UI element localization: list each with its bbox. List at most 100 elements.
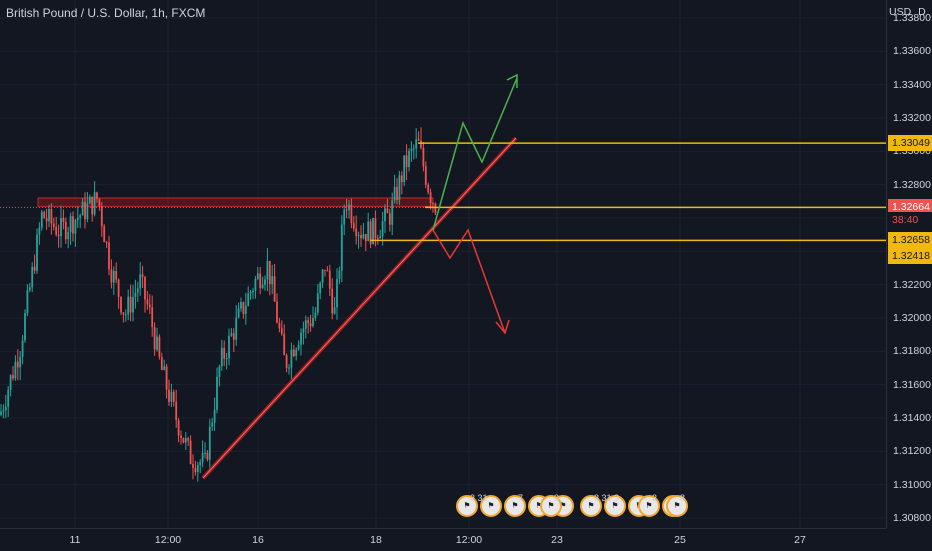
candle-body bbox=[31, 266, 34, 288]
flag-icon[interactable]: ⚑ bbox=[504, 495, 526, 517]
candle-body bbox=[211, 422, 214, 427]
candle-body bbox=[67, 232, 70, 240]
currency-selector[interactable]: USD D bbox=[889, 6, 926, 18]
candle-body bbox=[62, 218, 65, 222]
candle-body bbox=[141, 274, 144, 277]
candle-body bbox=[110, 269, 113, 283]
candle-body bbox=[153, 327, 156, 350]
candle-body bbox=[194, 467, 197, 472]
candle-body bbox=[96, 192, 98, 200]
candle-body bbox=[432, 203, 434, 205]
candle-body bbox=[168, 389, 170, 402]
candle-body bbox=[24, 313, 26, 341]
candle-body bbox=[321, 269, 324, 283]
candle-body bbox=[261, 284, 264, 288]
candle-body bbox=[38, 227, 41, 235]
candle-body bbox=[434, 203, 437, 213]
chart-pane[interactable]: British Pound / U.S. Dollar, 1h, FXCM ⚑ ⚑… bbox=[0, 0, 886, 528]
candle-body bbox=[129, 296, 132, 313]
candle-body bbox=[223, 347, 226, 359]
currency-suffix: D bbox=[918, 6, 926, 18]
candle-body bbox=[232, 333, 235, 340]
candle-body bbox=[309, 323, 312, 327]
candle-body bbox=[33, 266, 36, 271]
candle-body bbox=[254, 278, 257, 291]
candle-body bbox=[182, 437, 185, 443]
candle-body bbox=[256, 273, 259, 279]
candle-body bbox=[379, 236, 382, 239]
candle-body bbox=[199, 462, 202, 465]
candle-body bbox=[127, 296, 130, 315]
candle-body bbox=[417, 139, 420, 141]
candle-body bbox=[297, 344, 300, 350]
candle-body bbox=[69, 216, 72, 233]
candle-body bbox=[192, 464, 194, 468]
event-count: 3 31 3 bbox=[594, 493, 620, 503]
time-tick: 27 bbox=[794, 534, 806, 546]
currency-label[interactable]: USD bbox=[889, 6, 912, 18]
candle-body bbox=[40, 211, 43, 228]
price-tick: 1.31000 bbox=[893, 478, 931, 491]
flag-icon[interactable]: ⚑ bbox=[580, 495, 602, 517]
candle-body bbox=[280, 328, 283, 334]
event-icon-group[interactable]: ⚑ 8 bbox=[666, 493, 688, 517]
candle-body bbox=[288, 367, 290, 369]
candle-body bbox=[160, 356, 163, 370]
candle-body bbox=[331, 288, 334, 314]
candle-body bbox=[355, 228, 358, 237]
chart-canvas[interactable] bbox=[0, 0, 886, 528]
time-tick: 16 bbox=[252, 534, 264, 546]
candle-body bbox=[357, 234, 360, 237]
candle-body bbox=[175, 401, 178, 421]
candle-body bbox=[369, 221, 372, 245]
candle-body bbox=[204, 452, 206, 454]
price-tick: 1.33400 bbox=[893, 78, 931, 91]
candle-body bbox=[55, 226, 58, 235]
candle-body bbox=[4, 406, 7, 411]
price-label-badge: 38:40 bbox=[888, 212, 932, 228]
flag-icon[interactable]: ⚑ bbox=[638, 495, 660, 517]
event-icon-group[interactable]: ⚑ 3 bbox=[540, 493, 562, 517]
candle-body bbox=[79, 215, 82, 218]
candle-body bbox=[9, 375, 12, 390]
flag-icon[interactable]: ⚑ bbox=[540, 495, 562, 517]
candle-body bbox=[64, 221, 67, 240]
candle-body bbox=[144, 276, 146, 300]
bearish-projection-path bbox=[432, 228, 506, 334]
event-count: 7 bbox=[518, 493, 524, 503]
candle-body bbox=[314, 312, 317, 318]
candle-body bbox=[117, 279, 120, 298]
candle-body bbox=[50, 209, 53, 224]
candle-body bbox=[115, 270, 118, 280]
price-tick: 1.32200 bbox=[893, 278, 931, 291]
price-tick: 1.31200 bbox=[893, 445, 931, 458]
candle-body bbox=[228, 335, 230, 359]
candle-body bbox=[170, 391, 173, 402]
flag-icon[interactable]: ⚑ bbox=[480, 495, 502, 517]
time-axis[interactable]: 11 12:00 16 18 12:00 23 25 27 bbox=[0, 528, 886, 551]
candle-body bbox=[218, 366, 221, 377]
support-trendline-edge bbox=[202, 137, 517, 479]
candle-body bbox=[252, 290, 254, 293]
candle-body bbox=[57, 234, 60, 237]
event-icon-group[interactable]: ⚑ ⚑ ⚑ 7 bbox=[504, 493, 574, 517]
price-label-badge: 1.33049 bbox=[888, 135, 932, 152]
price-tick: 1.31600 bbox=[893, 378, 931, 391]
candle-body bbox=[7, 389, 10, 407]
flag-icon[interactable]: ⚑ bbox=[456, 495, 478, 517]
bullish-arrow-head bbox=[506, 73, 518, 88]
candle-body bbox=[100, 206, 103, 227]
candle-body bbox=[292, 349, 295, 357]
flag-icon[interactable]: ⚑ bbox=[666, 495, 688, 517]
price-axis[interactable]: 1.33800 1.33600 1.33400 1.33200 1.33000 1.328… bbox=[886, 0, 932, 528]
candle-body bbox=[14, 361, 17, 379]
flag-icon[interactable]: ⚑ bbox=[604, 495, 626, 517]
event-icon-group[interactable]: ⚑ ⚑ 2 31 bbox=[456, 493, 502, 517]
event-count: 2 bbox=[652, 493, 658, 503]
candle-body bbox=[386, 208, 389, 214]
candle-body bbox=[338, 270, 341, 279]
candle-body bbox=[108, 242, 110, 270]
price-tick: 1.30800 bbox=[893, 512, 931, 524]
candle-body bbox=[120, 297, 122, 313]
candle-body bbox=[225, 358, 228, 360]
